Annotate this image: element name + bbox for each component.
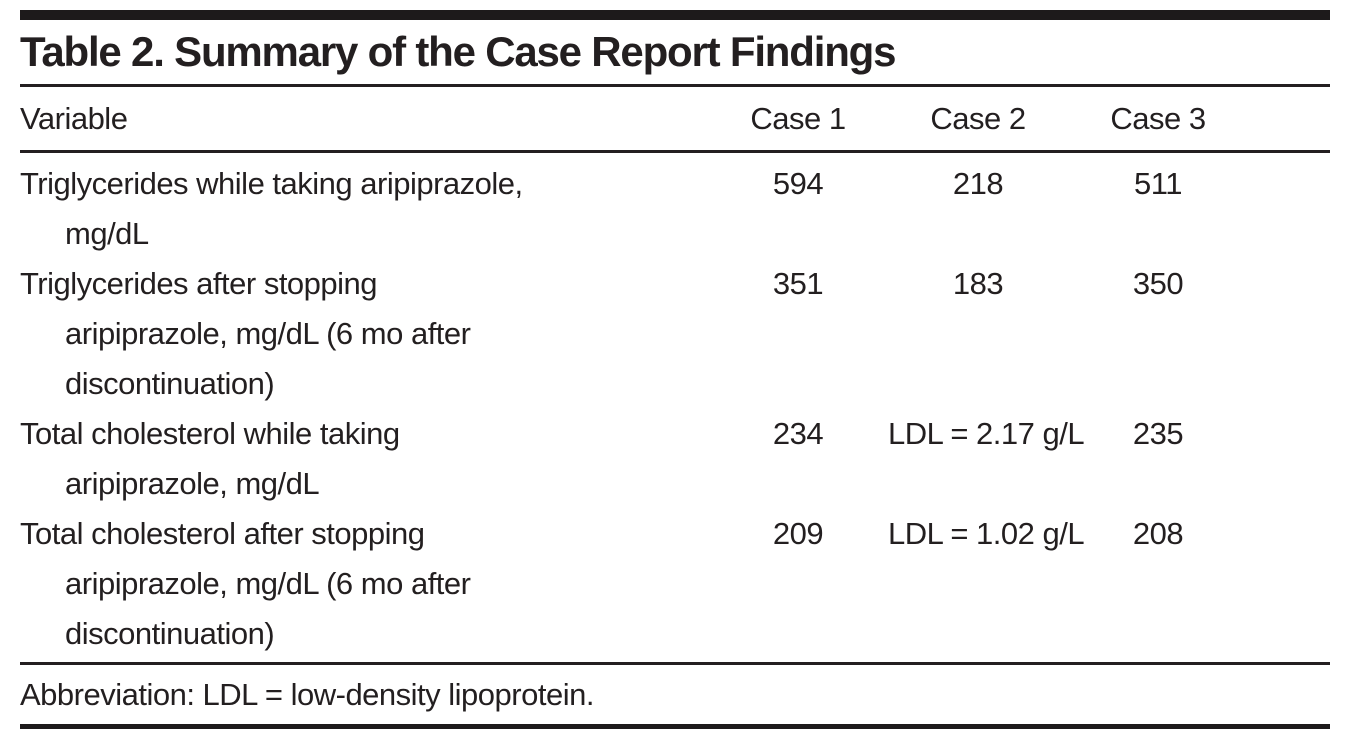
- variable-line: aripiprazole, mg/dL (6 mo after: [65, 316, 471, 351]
- table-body: Triglycerides while taking aripiprazole,…: [20, 153, 1330, 662]
- value-case-3: 511: [1134, 166, 1182, 201]
- table-bottom-bar: [20, 724, 1330, 729]
- variable-line: mg/dL: [65, 216, 149, 251]
- rule-under-title: [20, 84, 1330, 87]
- variable-line: aripiprazole, mg/dL (6 mo after: [65, 566, 471, 601]
- variable-line: discontinuation): [65, 616, 275, 651]
- value-case-3: 350: [1132, 266, 1184, 301]
- variable-cell: Total cholesterol after stopping aripipr…: [20, 509, 708, 659]
- table-row-triglycerides-taking: Triglycerides while taking aripiprazole,…: [20, 159, 1330, 259]
- value-case-1: 234: [772, 416, 824, 451]
- value-case-1: 351: [772, 266, 824, 301]
- value-case-2: 218: [952, 166, 1004, 201]
- table-header-row: Variable Case 1 Case 2 Case 3: [20, 87, 1330, 150]
- rule-under-header: [20, 150, 1330, 153]
- table-title: Table 2. Summary of the Case Report Find…: [20, 28, 896, 75]
- column-header-case-1: Case 1: [750, 100, 846, 136]
- column-header-case-3: Case 3: [1110, 100, 1206, 136]
- variable-line: Triglycerides while taking aripiprazole,: [20, 166, 523, 201]
- value-case-2: LDL = 2.17 g/L: [888, 416, 1085, 451]
- table-row-cholesterol-taking: Total cholesterol while taking aripipraz…: [20, 409, 1330, 509]
- variable-line: Total cholesterol after stopping: [20, 516, 425, 551]
- value-case-3: 235: [1132, 416, 1184, 451]
- variable-cell: Total cholesterol while taking aripipraz…: [20, 409, 708, 509]
- value-case-3: 208: [1132, 516, 1184, 551]
- variable-cell: Triglycerides while taking aripiprazole,…: [20, 159, 708, 259]
- variable-line: Triglycerides after stopping: [20, 266, 378, 301]
- column-header-variable: Variable: [20, 100, 128, 136]
- value-case-1: 209: [772, 516, 824, 551]
- column-header-case-2: Case 2: [930, 100, 1026, 136]
- value-case-2: 183: [952, 266, 1004, 301]
- table-row-triglycerides-stopping: Triglycerides after stopping aripiprazol…: [20, 259, 1330, 409]
- table-footnote: Abbreviation: LDL = low-density lipoprot…: [20, 676, 594, 712]
- value-case-2: LDL = 1.02 g/L: [888, 516, 1085, 551]
- variable-cell: Triglycerides after stopping aripiprazol…: [20, 259, 708, 409]
- variable-line: discontinuation): [65, 366, 275, 401]
- variable-line: Total cholesterol while taking: [20, 416, 400, 451]
- case-report-table: Table 2. Summary of the Case Report Find…: [20, 10, 1330, 729]
- value-case-1: 594: [772, 166, 824, 201]
- table-row-cholesterol-stopping: Total cholesterol after stopping aripipr…: [20, 509, 1330, 659]
- variable-line: aripiprazole, mg/dL: [65, 466, 320, 501]
- rule-above-footnote: [20, 662, 1330, 665]
- table-top-bar: [20, 10, 1330, 20]
